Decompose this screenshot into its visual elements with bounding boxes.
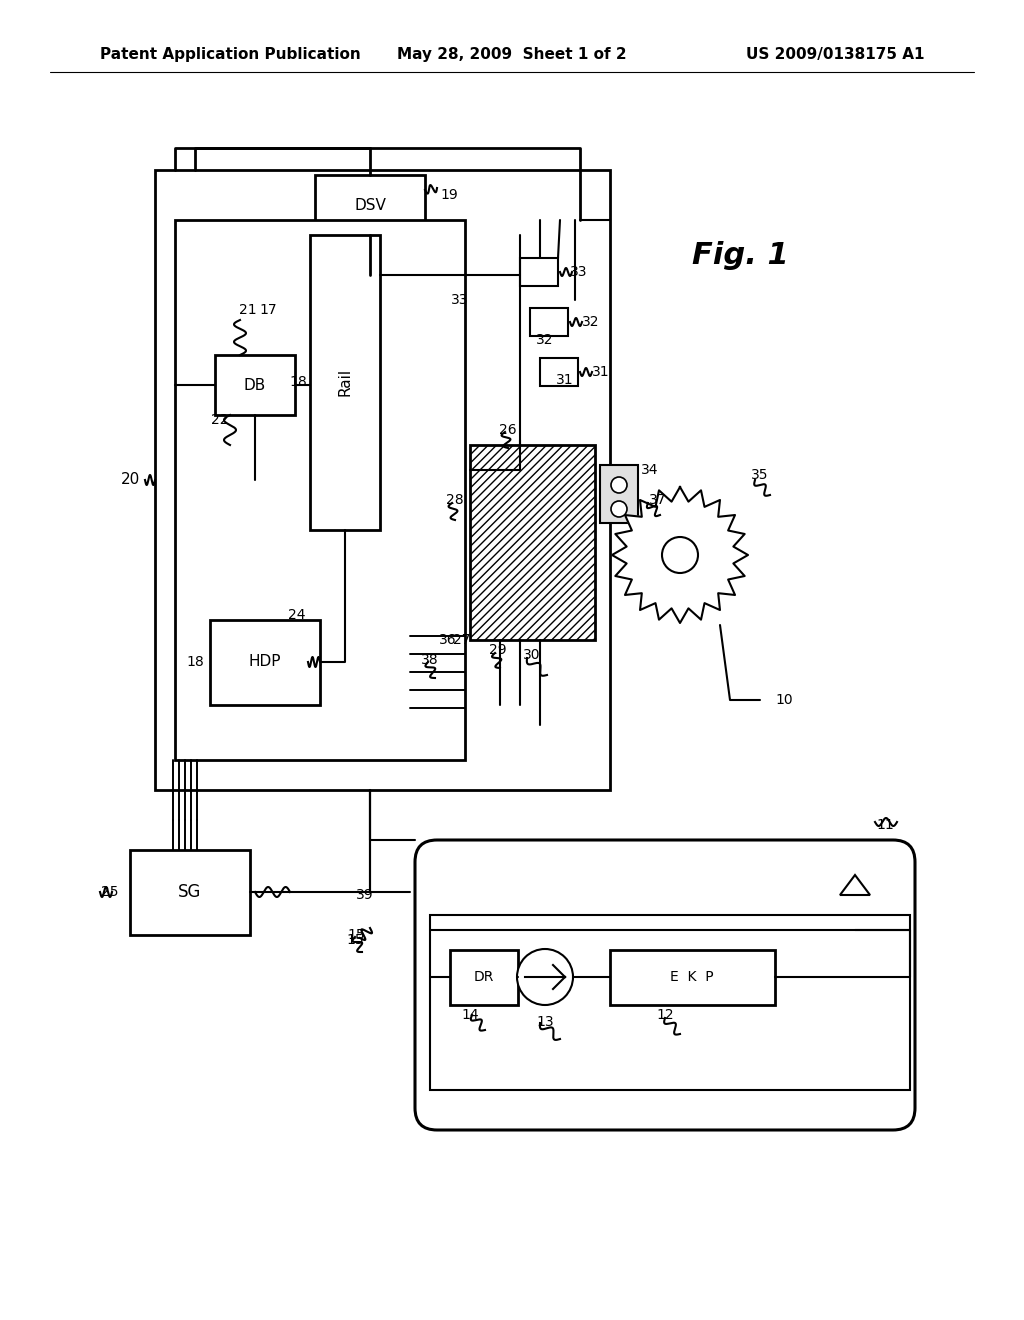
Bar xyxy=(520,257,558,286)
Circle shape xyxy=(517,949,573,1005)
Text: 37: 37 xyxy=(649,492,667,507)
Text: 14: 14 xyxy=(461,1008,479,1022)
Text: 28: 28 xyxy=(446,492,464,507)
Text: 17: 17 xyxy=(259,304,276,317)
Text: 10: 10 xyxy=(775,693,793,708)
Text: DR: DR xyxy=(474,970,495,983)
Bar xyxy=(310,235,380,531)
Text: 26: 26 xyxy=(499,422,517,437)
Text: US 2009/0138175 A1: US 2009/0138175 A1 xyxy=(745,48,924,62)
Bar xyxy=(175,220,465,760)
Bar xyxy=(530,308,568,337)
Bar xyxy=(315,176,425,235)
Bar xyxy=(155,170,610,789)
Text: 24: 24 xyxy=(288,609,306,622)
Bar xyxy=(430,915,910,1090)
Bar xyxy=(600,465,638,523)
Text: DB: DB xyxy=(244,378,266,392)
Circle shape xyxy=(662,537,698,573)
Text: 20: 20 xyxy=(121,473,139,487)
Text: 18: 18 xyxy=(186,655,204,669)
Text: 19: 19 xyxy=(440,187,458,202)
Text: 22: 22 xyxy=(211,413,228,426)
Text: E  K  P: E K P xyxy=(670,970,714,983)
Text: 38: 38 xyxy=(421,653,439,667)
Text: 12: 12 xyxy=(656,1008,674,1022)
Text: Fig. 1: Fig. 1 xyxy=(691,240,788,269)
Text: 25: 25 xyxy=(101,884,119,899)
Text: 13: 13 xyxy=(537,1015,554,1030)
Text: 15: 15 xyxy=(346,933,364,946)
Text: 31: 31 xyxy=(592,366,609,379)
Text: 15: 15 xyxy=(347,928,365,942)
Bar xyxy=(210,620,319,705)
Text: DSV: DSV xyxy=(354,198,386,213)
Text: May 28, 2009  Sheet 1 of 2: May 28, 2009 Sheet 1 of 2 xyxy=(397,48,627,62)
Text: 18: 18 xyxy=(289,375,307,389)
Text: Patent Application Publication: Patent Application Publication xyxy=(100,48,360,62)
Text: Rail: Rail xyxy=(338,368,352,396)
Text: 34: 34 xyxy=(641,463,658,477)
Text: 32: 32 xyxy=(537,333,554,347)
Text: SG: SG xyxy=(178,883,202,902)
Text: 35: 35 xyxy=(752,469,769,482)
Bar xyxy=(610,950,775,1005)
Text: 30: 30 xyxy=(523,648,541,663)
Text: 39: 39 xyxy=(356,888,374,902)
Text: 29: 29 xyxy=(489,643,507,657)
Bar xyxy=(215,355,295,414)
Text: 21: 21 xyxy=(240,304,257,317)
Bar xyxy=(450,950,518,1005)
Text: 27: 27 xyxy=(454,634,471,647)
Circle shape xyxy=(611,477,627,492)
Bar xyxy=(540,358,578,385)
Text: 32: 32 xyxy=(582,315,599,329)
FancyBboxPatch shape xyxy=(415,840,915,1130)
Circle shape xyxy=(611,502,627,517)
Bar xyxy=(130,850,250,935)
Text: HDP: HDP xyxy=(249,655,282,669)
Text: 36: 36 xyxy=(439,634,457,647)
Text: 33: 33 xyxy=(452,293,469,308)
Text: 31: 31 xyxy=(556,374,573,387)
Text: 11: 11 xyxy=(877,818,894,832)
Text: 33: 33 xyxy=(570,265,588,279)
Polygon shape xyxy=(612,487,748,623)
Bar xyxy=(470,445,595,640)
